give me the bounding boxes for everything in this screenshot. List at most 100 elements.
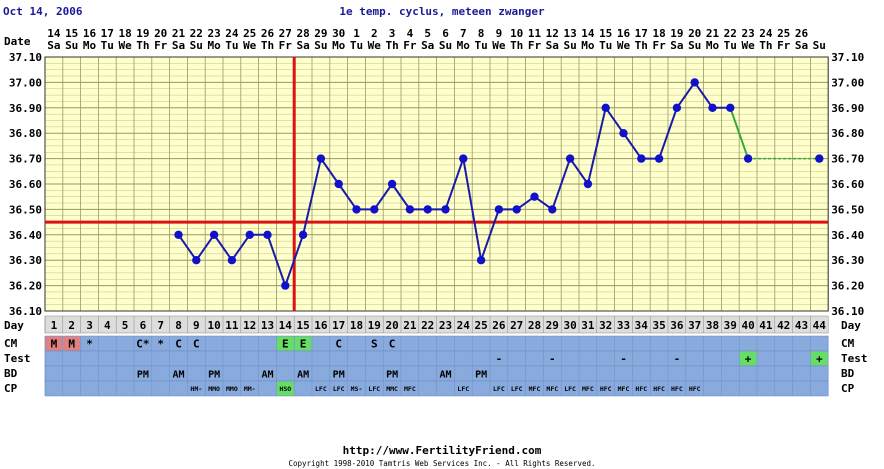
day-row-label-right: Day: [841, 319, 861, 332]
footer-url[interactable]: http://www.FertilityFriend.com: [343, 444, 542, 457]
cp-entry: HFC: [635, 385, 647, 393]
day-number: 10: [207, 319, 220, 332]
date-tick-label: 23: [207, 27, 220, 40]
y-tick-label-left: 36.50: [9, 203, 42, 216]
day-number: 35: [652, 319, 665, 332]
temperature-line-segment: [195, 234, 215, 261]
weekday-tick-label: Sa: [421, 39, 434, 52]
temperature-point: [637, 154, 646, 163]
cp-entry: HFC: [671, 385, 683, 393]
cm-entry: C: [335, 338, 342, 351]
temperature-point: [334, 179, 343, 189]
day-number: 43: [795, 319, 808, 332]
day-number: 19: [368, 319, 381, 332]
temperature-point: [619, 129, 628, 138]
y-tick-label-right: 37.10: [831, 51, 864, 64]
day-number: 36: [670, 319, 684, 332]
date-tick-label: 26: [261, 27, 275, 40]
day-number: 21: [403, 319, 417, 332]
cm-entry: M: [68, 338, 75, 351]
cm-entry: E: [282, 338, 289, 351]
cp-entry: LFC: [333, 385, 345, 393]
temperature-line-segment: [622, 132, 643, 160]
y-tick-label-left: 36.30: [9, 254, 42, 267]
cm-entry: M: [51, 338, 58, 351]
temperature-line-segment: [462, 158, 483, 261]
cp-entry: MFC: [404, 385, 416, 393]
temperature-point: [370, 205, 379, 214]
cp-entry: LFC: [315, 385, 327, 393]
weekday-tick-label: Mo: [706, 39, 720, 52]
temperature-line-segment: [337, 183, 358, 210]
cp-row-label-right: CP: [841, 382, 855, 395]
temperature-point: [405, 205, 415, 214]
day-number: 3: [86, 319, 93, 332]
cp-entry: LFC: [457, 385, 469, 393]
temperature-point: [227, 256, 237, 265]
temperature-line-segment: [302, 158, 322, 236]
weekday-tick-label: Mo: [332, 39, 346, 52]
date-tick-label: 22: [190, 27, 203, 40]
temperature-point: [726, 103, 735, 113]
day-number: 2: [68, 319, 75, 332]
weekday-tick-label: Tu: [350, 39, 363, 52]
date-tick-label: 18: [652, 27, 665, 40]
temperature-point: [245, 230, 254, 239]
y-tick-label-left: 37.10: [9, 51, 42, 64]
cp-entry: LFC: [511, 385, 523, 393]
weekday-tick-label: Fr: [652, 39, 666, 52]
test-entry: -: [496, 353, 503, 366]
date-tick-label: 24: [759, 27, 773, 40]
day-number: 42: [777, 319, 790, 332]
day-number: 31: [581, 319, 595, 332]
date-tick-label: 19: [670, 27, 683, 40]
day-number: 27: [510, 319, 523, 332]
test-entry: -: [674, 353, 681, 366]
day-number: 16: [314, 319, 328, 332]
temperature-point: [476, 256, 486, 265]
date-tick-label: 16: [617, 27, 631, 40]
date-tick-label: 21: [706, 27, 720, 40]
weekday-tick-label: Th: [261, 39, 274, 52]
date-tick-label: 6: [442, 27, 449, 40]
temperature-point: [298, 230, 308, 239]
date-tick-label: 24: [225, 27, 239, 40]
y-tick-label-left: 36.90: [9, 102, 42, 115]
temperature-line-segment: [676, 81, 696, 109]
date-tick-label: 25: [777, 27, 790, 40]
bd-row-label-right: BD: [841, 367, 855, 380]
y-tick-label-left: 36.20: [9, 280, 42, 293]
day-number: 11: [225, 319, 239, 332]
date-tick-label: 11: [528, 27, 542, 40]
y-tick-label-right: 36.30: [831, 254, 864, 267]
cm-entry: C: [193, 338, 200, 351]
temperature-line-segment: [231, 234, 251, 261]
bd-entry: AM: [297, 370, 309, 381]
bd-entry: PM: [475, 370, 487, 381]
cp-entry: LFC: [368, 385, 380, 393]
temperature-point: [654, 154, 664, 163]
cp-entry: HFC: [689, 385, 701, 393]
date-tick-label: 10: [510, 27, 523, 40]
cp-entry: HFC: [653, 385, 665, 393]
weekday-tick-label: Th: [136, 39, 149, 52]
bd-entry: AM: [261, 370, 273, 381]
temperature-line-segment: [391, 183, 411, 210]
cp-entry: HSO: [279, 385, 291, 393]
weekday-tick-label: Mo: [83, 39, 97, 52]
date-tick-label: 17: [635, 27, 648, 40]
footer-copyright: Copyright 1998-2010 Tamtris Web Services…: [288, 459, 595, 468]
cm-cell-highlight-red: [45, 336, 63, 351]
axes: 37.10 37.10 37.00 37.00 36.90 36.90 36.80 36.80…: [9, 27, 864, 318]
temperature-point: [209, 230, 219, 239]
cm-row-label-right: CM: [841, 337, 855, 350]
cp-row-label-left: CP: [4, 382, 18, 395]
weekday-tick-label: Su: [813, 39, 826, 52]
temperature-point: [708, 103, 717, 113]
cm-row-label-left: CM: [4, 337, 18, 350]
y-tick-label-right: 36.50: [831, 203, 864, 216]
weekday-tick-label: Su: [190, 39, 203, 52]
bd-entry: PM: [333, 370, 345, 381]
temperature-point: [459, 154, 468, 163]
cm-entry: C: [389, 338, 396, 351]
